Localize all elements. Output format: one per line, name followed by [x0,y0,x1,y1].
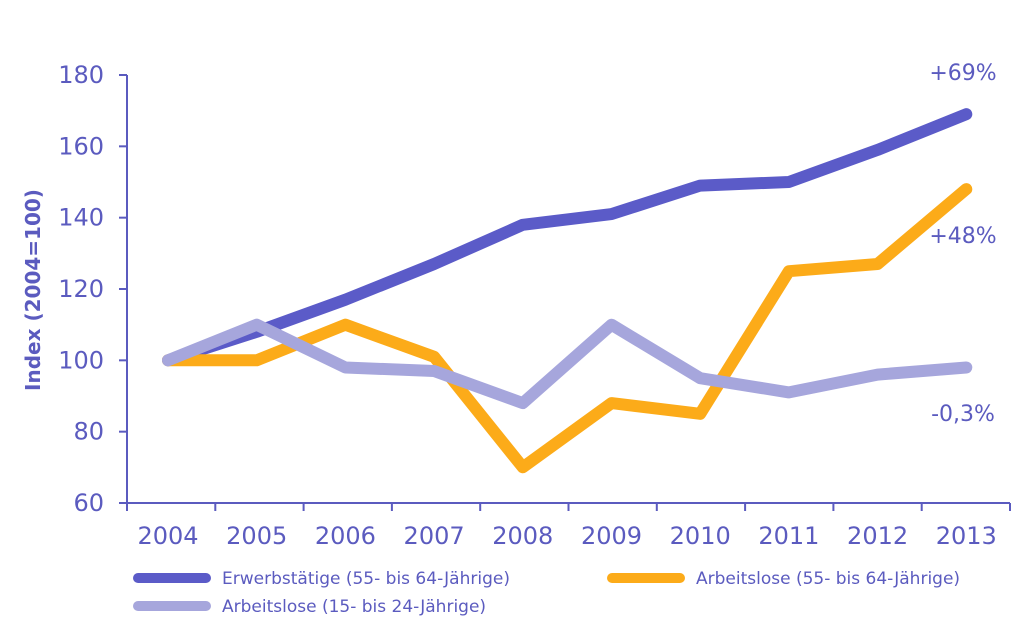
y-tick-label: 140 [58,204,104,232]
x-tick-label: 2007 [404,522,465,550]
x-tick-label: 2010 [670,522,731,550]
x-tick-label: 2005 [226,522,287,550]
y-tick-label: 80 [73,418,104,446]
series-line-2 [162,318,973,410]
y-tick-label: 100 [58,346,104,374]
y-tick-label: 60 [73,489,104,517]
legend-label: Arbeitslose (55- bis 64-Jährige) [696,569,960,589]
annotation-label: +69% [929,61,996,86]
annotations: +69% +48% -0,3% [929,61,996,427]
x-tick-label: 2009 [581,522,642,550]
x-tick-label: 2004 [137,522,198,550]
annotation-label: -0,3% [931,402,995,427]
x-tick-label: 2012 [847,522,908,550]
y-tick-label: 120 [58,275,104,303]
x-tick-label: 2006 [315,522,376,550]
annotation-label: +48% [929,224,996,249]
legend-label: Arbeitslose (15- bis 24-Jährige) [222,597,486,617]
x-tick-label: 2011 [758,522,819,550]
tick-labels: 60 80 100 120 140 160 180 2004 2005 2006 2007 2008 2… [58,61,997,550]
y-tick-label: 160 [58,132,104,160]
series-lines [162,108,973,474]
legend-label: Erwerbstätige (55- bis 64-Jährige) [222,569,510,589]
series-line-0 [162,108,973,367]
y-axis-label: Index (2004=100) [21,189,45,391]
x-tick-label: 2013 [936,522,997,550]
x-tick-label: 2008 [492,522,553,550]
y-tick-label: 180 [58,61,104,89]
axes [119,74,1011,511]
series-line-1 [162,183,973,474]
legend: Erwerbstätige (55- bis 64-Jährige) Arbeit… [133,569,960,617]
